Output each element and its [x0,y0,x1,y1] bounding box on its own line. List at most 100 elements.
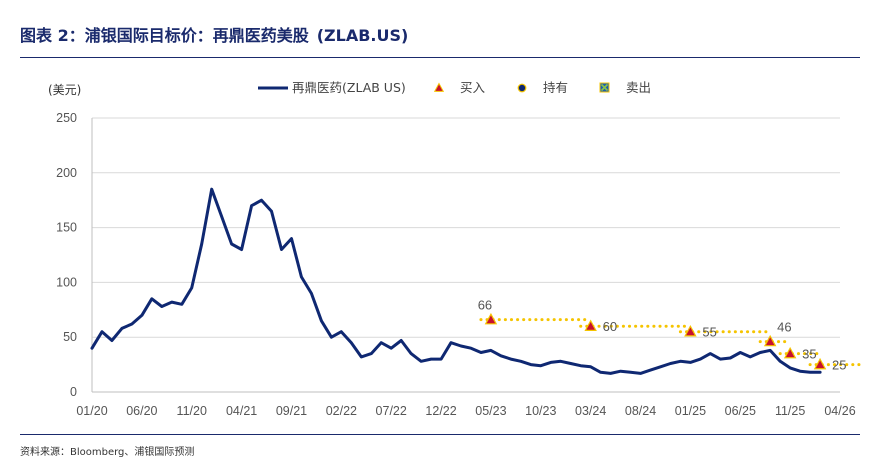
series-point [170,300,173,304]
x-tick-label: 06/20 [126,404,157,418]
buy-marker [584,319,597,331]
y-tick-label: 250 [56,111,77,125]
y-tick-label: 150 [56,221,77,235]
series-point [110,339,114,342]
chart-title-ticker: (ZLAB.US) [316,26,409,45]
series-point [350,341,353,344]
legend-triangle-icon [433,82,445,92]
x-tick-label: 12/22 [425,404,456,418]
series-point [120,327,124,330]
target-price-label: 25 [832,358,846,373]
x-tick-label: 04/26 [824,404,855,418]
series-point [310,292,313,295]
series-point [230,242,233,246]
x-tick-label: 01/25 [675,404,706,418]
target-price-label: 60 [603,319,617,334]
series-point [788,366,792,370]
legend-circle-icon [517,83,527,93]
legend-label: 持有 [543,80,568,95]
series-point [270,210,273,213]
series-point [100,330,104,333]
series-point [469,347,473,350]
buy-marker [813,357,827,370]
rating-markers: 66 60 55 46 35 25 [478,298,847,373]
series-point [340,330,343,333]
series-point [679,360,682,363]
series-point [779,360,782,363]
series-point [818,371,822,374]
target-price-label: 35 [802,347,816,362]
series-point [669,362,672,365]
series-line-zlab [90,187,822,375]
source-note: 资料来源：Bloomberg、浦银国际预测 [20,447,195,458]
series-point [409,352,413,355]
series-point [130,322,134,326]
series-point [639,372,642,375]
series-point [729,356,732,360]
legend: 再鼎医药(ZLAB US) 买入 持有 卖出 [258,80,651,95]
series-point [569,362,572,365]
target-price-label: 55 [702,325,716,340]
series-point [549,361,552,364]
series-point [719,357,722,361]
series-point [140,314,144,317]
series-point [250,204,253,207]
series-point [649,368,652,372]
x-tick-label: 04/21 [226,404,257,418]
legend-label: 买入 [460,80,486,95]
legend-label: 卖出 [626,80,651,95]
series-point [529,363,532,366]
axes: (美元) 0 50 100 150 200 250 01/20 06/20 11/20 04/21 0… [48,83,856,418]
x-tick-label: 06/25 [725,404,756,418]
series-point [798,370,802,373]
series-point [599,371,602,374]
price-series [90,187,822,375]
y-tick-label: 100 [56,275,77,289]
bottom-rule [20,434,860,435]
series-point [330,336,333,339]
series-point [449,341,453,344]
series-point [759,351,762,354]
series-point [539,364,542,367]
x-tick-label: 03/24 [575,404,606,418]
series-point [429,357,433,361]
series-point [240,248,243,251]
series-point [280,248,283,251]
x-tick-label: 08/24 [625,404,656,418]
series-point [300,275,303,279]
series-point [150,297,153,300]
series-point [579,364,582,367]
series-point [459,344,463,348]
series-point [360,355,363,359]
series-point [90,347,94,350]
series-point [380,341,383,344]
series-point [589,365,592,368]
target-price-label: 46 [777,320,791,335]
series-point [439,357,443,361]
series-point [180,303,183,306]
series-point [400,339,403,342]
series-point [200,242,203,246]
series-point [320,319,323,322]
legend-x-mark [600,83,609,92]
buy-marker [484,312,498,325]
series-point [619,370,622,373]
series-point [709,352,712,355]
series-point [629,371,632,374]
series-point [160,305,163,308]
y-unit-label: (美元) [48,83,81,97]
series-point [220,215,223,218]
buy-marker [684,324,697,337]
x-tick-label: 09/21 [276,404,307,418]
target-price-label: 66 [478,298,492,313]
buy-marker [763,334,777,347]
series-point [699,357,702,361]
chart-title: 图表 2：浦银国际目标价：再鼎医药美股 (ZLAB.US) [20,22,408,46]
legend-label: 再鼎医药(ZLAB US) [292,80,406,95]
series-point [489,349,493,352]
series-point [659,365,662,368]
series-point [479,351,483,354]
x-tick-label: 11/25 [775,404,805,418]
series-point [370,352,373,355]
